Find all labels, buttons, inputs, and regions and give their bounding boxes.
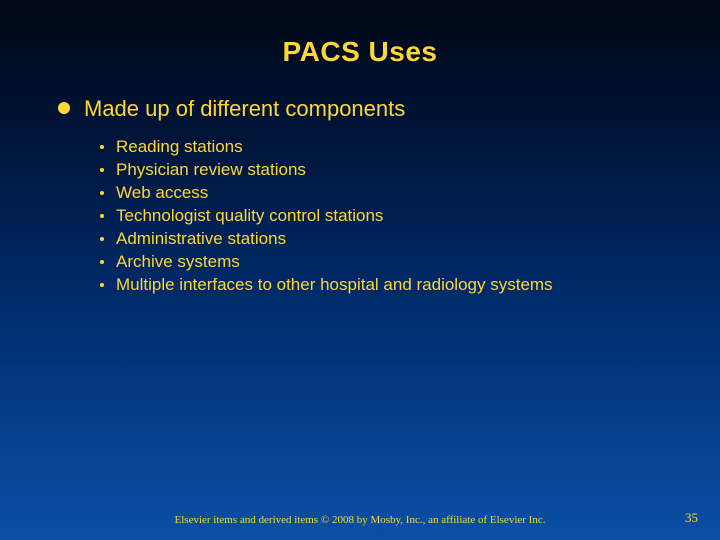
circle-bullet-icon: [58, 102, 70, 114]
bullet-level2: Web access: [100, 182, 720, 205]
dot-bullet-icon: [100, 214, 104, 218]
dot-bullet-icon: [100, 191, 104, 195]
dot-bullet-icon: [100, 168, 104, 172]
bullet-level1: Made up of different components: [58, 96, 720, 122]
bullet-level2: Archive systems: [100, 251, 720, 274]
dot-bullet-icon: [100, 237, 104, 241]
dot-bullet-icon: [100, 145, 104, 149]
level2-text: Multiple interfaces to other hospital an…: [116, 274, 553, 297]
dot-bullet-icon: [100, 283, 104, 287]
bullet-level2: Administrative stations: [100, 228, 720, 251]
level1-text: Made up of different components: [84, 96, 405, 122]
dot-bullet-icon: [100, 260, 104, 264]
level2-text: Physician review stations: [116, 159, 306, 182]
slide-body: Made up of different components Reading …: [0, 68, 720, 297]
slide-title: PACS Uses: [0, 0, 720, 68]
bullet-level2: Physician review stations: [100, 159, 720, 182]
copyright-footer: Elsevier items and derived items © 2008 …: [0, 514, 720, 526]
level2-text: Web access: [116, 182, 208, 205]
level2-text: Technologist quality control stations: [116, 205, 383, 228]
level2-text: Archive systems: [116, 251, 240, 274]
bullet-level2: Multiple interfaces to other hospital an…: [100, 274, 720, 297]
bullet-level2: Technologist quality control stations: [100, 205, 720, 228]
page-number: 35: [685, 510, 698, 526]
slide: PACS Uses Made up of different component…: [0, 0, 720, 540]
level2-text: Administrative stations: [116, 228, 286, 251]
level2-text: Reading stations: [116, 136, 243, 159]
bullet-level2: Reading stations: [100, 136, 720, 159]
level2-list: Reading stationsPhysician review station…: [58, 136, 720, 297]
